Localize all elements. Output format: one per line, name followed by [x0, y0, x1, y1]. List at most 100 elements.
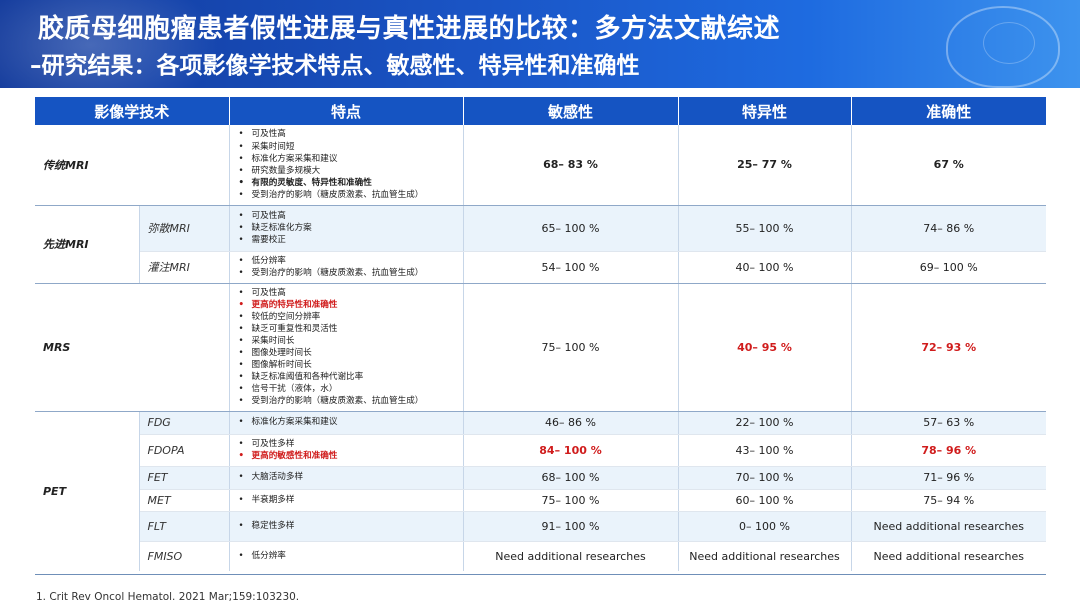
col-header-technique: 影像学技术 [35, 97, 230, 125]
feature-item: 需要校正 [239, 234, 463, 246]
features-cell: 大脑活动多样 [229, 466, 464, 490]
table-row: FDOPA 可及性多样 更高的敏感性和准确性 84– 100 % 43– 100… [35, 434, 1047, 467]
feature-item: 采集时间短 [239, 141, 463, 153]
feature-item: 受到治疗的影响（糖皮质激素、抗血管生成） [239, 267, 463, 279]
feature-item: 图像处理时间长 [239, 347, 463, 359]
sub-technique-name: FDG [139, 411, 230, 435]
sub-technique-name: FDOPA [139, 434, 230, 467]
feature-item: 缺乏可重复性和灵活性 [239, 323, 463, 335]
feature-item: 信号干扰（液体，水） [239, 383, 463, 395]
accuracy-value: Need additional researches [851, 511, 1047, 542]
feature-item: 标准化方案采集和建议 [239, 153, 463, 165]
accuracy-value: 71– 96 % [851, 466, 1047, 490]
technique-name: 传统MRI [35, 125, 230, 206]
specificity-value: 22– 100 % [678, 411, 852, 435]
table-header-row: 影像学技术 特点 敏感性 特异性 准确性 [35, 97, 1047, 125]
feature-item: 受到治疗的影响（糖皮质激素、抗血管生成） [239, 395, 463, 407]
features-cell: 标准化方案采集和建议 [229, 411, 464, 435]
table-row: MET 半衰期多样 75– 100 % 60– 100 % 75– 94 % [35, 489, 1047, 512]
accuracy-value: 67 % [851, 125, 1047, 206]
features-cell: 可及性高 更高的特异性和准确性 较低的空间分辨率 缺乏可重复性和灵活性 采集时间… [229, 283, 464, 412]
feature-item: 可及性多样 [239, 438, 463, 450]
feature-item: 低分辨率 [239, 255, 463, 267]
table-row: FLT 稳定性多样 91– 100 % 0– 100 % Need additi… [35, 511, 1047, 542]
slide-title: 胶质母细胞瘤患者假性进展与真性进展的比较：多方法文献综述 [38, 14, 781, 44]
table-row: 传统MRI 可及性高 采集时间短 标准化方案采集和建议 研究数量多规模大 有限的… [35, 125, 1047, 206]
features-cell: 可及性高 采集时间短 标准化方案采集和建议 研究数量多规模大 有限的灵敏度、特异… [229, 125, 464, 206]
sensitivity-value: 84– 100 % [463, 434, 679, 467]
specificity-value: 40– 100 % [678, 251, 852, 284]
sensitivity-value: 68– 83 % [463, 125, 679, 206]
feature-item: 更高的敏感性和准确性 [239, 450, 463, 462]
col-header-specificity: 特异性 [678, 97, 852, 125]
title-banner: 胶质母细胞瘤患者假性进展与真性进展的比较：多方法文献综述 –研究结果：各项影像学… [0, 0, 1080, 88]
feature-item: 半衰期多样 [239, 494, 463, 506]
features-cell: 可及性多样 更高的敏感性和准确性 [229, 434, 464, 467]
accuracy-value: Need additional researches [873, 549, 1024, 563]
sensitivity-value: 68– 100 % [463, 466, 679, 490]
sensitivity-value: Need additional researches [463, 541, 679, 571]
table-row: 灌注MRI 低分辨率 受到治疗的影响（糖皮质激素、抗血管生成） 54– 100 … [35, 251, 1047, 284]
technique-name: PET [35, 411, 140, 571]
table-bottom-rule [35, 574, 1046, 575]
table-row: FMISO 低分辨率 Need additional researches Ne… [35, 541, 1046, 571]
sub-technique-name: MET [139, 489, 230, 512]
specificity-value: Need additional researches [678, 541, 852, 571]
accuracy-value: 75– 94 % [851, 489, 1047, 512]
sensitivity-value: 65– 100 % [463, 205, 679, 252]
feature-item: 受到治疗的影响（糖皮质激素、抗血管生成） [239, 189, 463, 201]
table-row: 先进MRI 弥散MRI 可及性高 缺乏标准化方案 需要校正 65– 100 % … [35, 205, 1047, 284]
brain-outline-decoration [946, 6, 1060, 88]
feature-item: 缺乏标准化方案 [239, 222, 463, 234]
features-cell: 低分辨率 [229, 541, 464, 571]
table-row: PET FDG 标准化方案采集和建议 46– 86 % 22– 100 % 57… [35, 411, 1047, 571]
banner-glow [0, 0, 220, 88]
comparison-table: 影像学技术 特点 敏感性 特异性 准确性 传统MRI 可及性高 采集时间短 标准… [35, 97, 1047, 571]
technique-name: 先进MRI [35, 205, 140, 284]
sensitivity-value: 75– 100 % [463, 489, 679, 512]
accuracy-value: 57– 63 % [851, 411, 1047, 435]
feature-item: 稳定性多样 [239, 520, 463, 532]
table-row: FET 大脑活动多样 68– 100 % 70– 100 % 71– 96 % [35, 466, 1047, 490]
feature-item: 研究数量多规模大 [239, 165, 463, 177]
col-header-accuracy: 准确性 [851, 97, 1047, 125]
feature-item: 有限的灵敏度、特异性和准确性 [239, 177, 463, 189]
technique-name: MRS [35, 283, 230, 412]
specificity-value: 70– 100 % [678, 466, 852, 490]
specificity-value: 43– 100 % [678, 434, 852, 467]
features-cell: 稳定性多样 [229, 511, 464, 542]
features-cell: 低分辨率 受到治疗的影响（糖皮质激素、抗血管生成） [229, 251, 464, 284]
specificity-value: 55– 100 % [678, 205, 852, 252]
feature-item: 采集时间长 [239, 335, 463, 347]
sub-technique-name: FMISO [139, 541, 230, 571]
feature-item: 低分辨率 [239, 550, 463, 562]
feature-item: 缺乏标准阈值和各种代谢比率 [239, 371, 463, 383]
sub-technique-name: FLT [139, 511, 230, 542]
feature-item: 较低的空间分辨率 [239, 311, 463, 323]
table-row: MRS 可及性高 更高的特异性和准确性 较低的空间分辨率 缺乏可重复性和灵活性 … [35, 283, 1047, 412]
sensitivity-value: 91– 100 % [463, 511, 679, 542]
col-header-sensitivity: 敏感性 [463, 97, 679, 125]
specificity-value: 0– 100 % [678, 511, 852, 542]
features-cell: 半衰期多样 [229, 489, 464, 512]
brain-inner-decoration [983, 22, 1035, 64]
footnote-reference: 1. Crit Rev Oncol Hematol. 2021 Mar;159:… [36, 591, 300, 603]
feature-item: 可及性高 [239, 287, 463, 299]
sensitivity-value: 46– 86 % [463, 411, 679, 435]
col-header-features: 特点 [229, 97, 464, 125]
feature-item: 标准化方案采集和建议 [239, 416, 463, 428]
specificity-value: 40– 95 % [678, 283, 852, 412]
feature-item: 更高的特异性和准确性 [239, 299, 463, 311]
accuracy-value: 78– 96 % [851, 434, 1047, 467]
sensitivity-value: 54– 100 % [463, 251, 679, 284]
sub-technique-name: FET [139, 466, 230, 490]
feature-item: 可及性高 [239, 128, 463, 140]
feature-item: 可及性高 [239, 210, 463, 222]
specificity-value: 25– 77 % [678, 125, 852, 206]
feature-item: 大脑活动多样 [239, 471, 463, 483]
feature-item: 图像解析时间长 [239, 359, 463, 371]
features-cell: 可及性高 缺乏标准化方案 需要校正 [229, 205, 464, 252]
accuracy-value: 69– 100 % [851, 251, 1047, 284]
specificity-value: 60– 100 % [678, 489, 852, 512]
slide-subtitle: –研究结果：各项影像学技术特点、敏感性、特异性和准确性 [30, 53, 640, 79]
